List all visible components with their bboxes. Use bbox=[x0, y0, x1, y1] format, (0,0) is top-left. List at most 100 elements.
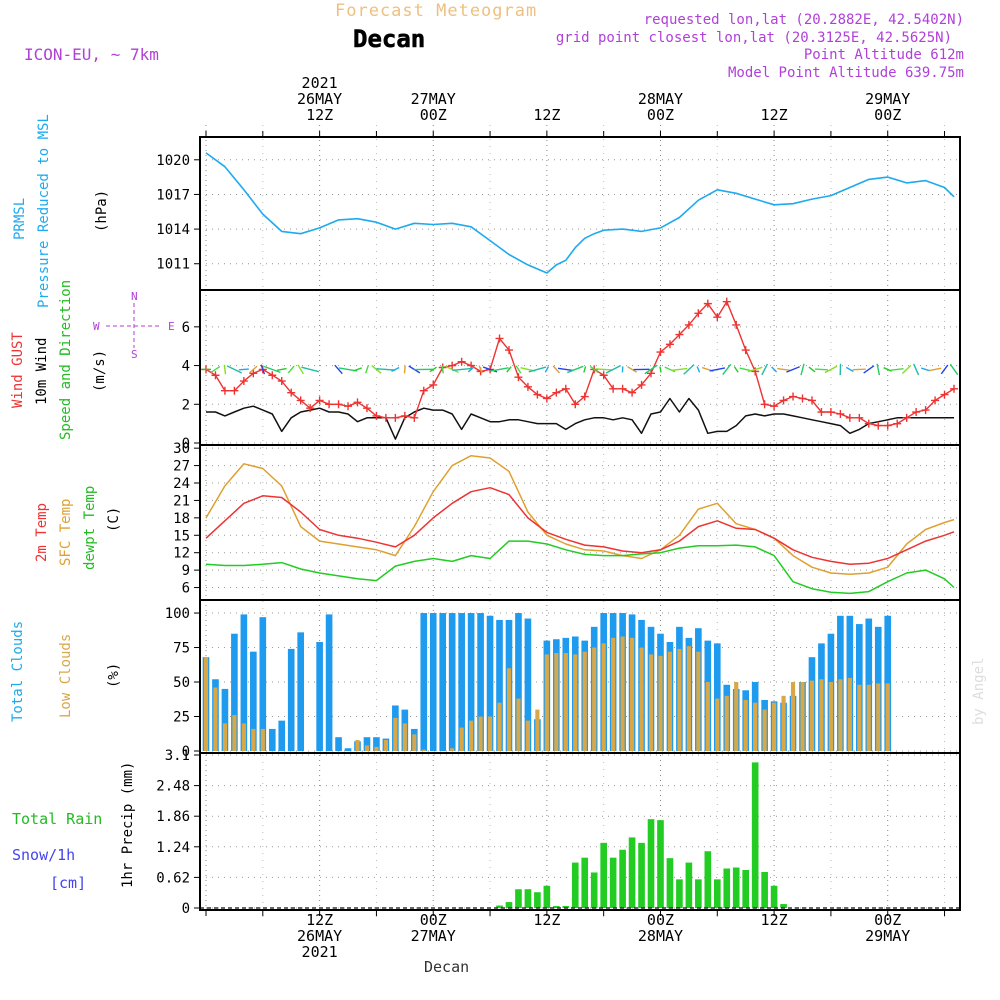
wind-panel-labels: Wind GUST 10m Wind Speed and Direction (… bbox=[10, 280, 175, 440]
wind-direction-arrow bbox=[920, 367, 931, 372]
low-clouds-bar bbox=[421, 749, 426, 751]
low-clouds-bar bbox=[724, 695, 729, 751]
gust-marker bbox=[495, 334, 504, 343]
low-clouds-bar bbox=[592, 647, 597, 751]
low-clouds-bar bbox=[705, 682, 710, 751]
precip-label-rain: Total Rain bbox=[12, 810, 102, 828]
gust-marker bbox=[306, 404, 315, 413]
wind-unit: (m/s) bbox=[92, 350, 108, 392]
wind-direction-arrow bbox=[490, 367, 509, 372]
y-tick-label: 4 bbox=[182, 359, 190, 375]
rain-bar bbox=[751, 762, 759, 908]
gust-marker bbox=[770, 402, 779, 411]
wind-direction-arrow bbox=[376, 368, 396, 371]
gust-marker bbox=[239, 377, 248, 386]
rain-bar bbox=[780, 904, 787, 908]
top-time-label: 00Z bbox=[647, 106, 674, 124]
rain-bar bbox=[505, 902, 513, 908]
gust-marker bbox=[211, 371, 220, 380]
low-clouds-bar bbox=[573, 654, 578, 751]
total-clouds-bar bbox=[448, 613, 456, 751]
gust-marker bbox=[448, 361, 457, 370]
gust-marker bbox=[523, 382, 532, 391]
wind-direction-arrow bbox=[403, 365, 406, 374]
rain-bar bbox=[647, 819, 655, 908]
rain-bar bbox=[590, 872, 598, 908]
wind-direction-arrow bbox=[814, 368, 828, 371]
gust-marker bbox=[751, 367, 760, 376]
gust-marker bbox=[429, 380, 438, 389]
wind-direction-arrow bbox=[777, 367, 790, 372]
clouds-panel-labels: Total Clouds Low Clouds (%) bbox=[10, 621, 122, 722]
pressure-label-msl: Pressure Reduced to MSL bbox=[36, 114, 52, 308]
temp-label-sfc: SFC Temp bbox=[58, 499, 74, 566]
low-clouds-bar bbox=[383, 739, 388, 751]
total-clouds-bar bbox=[420, 613, 428, 751]
low-clouds-bar bbox=[601, 643, 606, 751]
y-tick-label: 2.48 bbox=[156, 779, 190, 795]
wind-direction-arrow bbox=[478, 365, 483, 374]
gust-marker bbox=[628, 388, 637, 397]
wind-direction-arrow bbox=[334, 364, 343, 375]
wind-direction-arrow bbox=[949, 363, 959, 376]
wind-direction-arrow bbox=[605, 365, 621, 374]
low-clouds-bar bbox=[393, 717, 398, 751]
wind-direction-arrow bbox=[876, 363, 881, 376]
top-time-label: 00Z bbox=[874, 106, 901, 124]
wind-direction-arrow bbox=[786, 366, 800, 373]
low-clouds-bar bbox=[828, 682, 833, 751]
gust-marker bbox=[836, 409, 845, 418]
wind-direction-arrow bbox=[260, 364, 266, 375]
low-clouds-bar bbox=[535, 709, 540, 751]
low-clouds-bar bbox=[487, 716, 493, 751]
footer-label: Decan bbox=[424, 958, 469, 976]
wind-direction-arrow bbox=[671, 367, 688, 371]
top-time-label: 27MAY bbox=[411, 90, 456, 108]
gust-marker bbox=[419, 386, 428, 395]
y-tick-label: 30 bbox=[173, 441, 190, 457]
y-tick-label: 0 bbox=[182, 436, 190, 452]
gust-marker bbox=[504, 346, 513, 355]
gust-marker bbox=[817, 408, 826, 417]
rain-bar bbox=[657, 820, 664, 908]
rain-bar bbox=[571, 862, 579, 908]
total-clouds-bar bbox=[486, 615, 494, 751]
wind-direction-arrow bbox=[940, 364, 949, 375]
gust-marker bbox=[362, 404, 371, 413]
gust-marker bbox=[722, 297, 731, 306]
gust-marker bbox=[647, 369, 656, 378]
gust-marker bbox=[268, 371, 277, 380]
low-clouds-bar bbox=[251, 728, 256, 751]
wind-direction-arrow bbox=[263, 365, 281, 374]
gust-marker bbox=[277, 377, 286, 386]
total-clouds-bar bbox=[713, 643, 721, 751]
gust-marker bbox=[931, 396, 940, 405]
wind-direction-arrow bbox=[297, 364, 305, 375]
y-tick-label: 18 bbox=[173, 511, 190, 527]
gust-marker bbox=[457, 357, 466, 366]
y-tick-label: 75 bbox=[173, 641, 190, 657]
wind-direction-arrow bbox=[515, 365, 522, 374]
gust-marker bbox=[732, 320, 741, 329]
wind-direction-arrow bbox=[863, 365, 875, 374]
total-clouds-bar bbox=[524, 618, 532, 751]
rain-bar bbox=[638, 842, 645, 908]
info-line-1: requested lon,lat (20.2882E, 42.5402N) bbox=[644, 12, 964, 28]
top-time-label: 12Z bbox=[533, 106, 560, 124]
rain-bar bbox=[581, 857, 589, 908]
precip-panel-labels: Total Rain Snow/1h [cm] 1hr Precip (mm) bbox=[12, 762, 136, 892]
low-clouds-bar bbox=[847, 677, 852, 751]
rain-bar bbox=[770, 885, 778, 908]
compass-east: E bbox=[168, 320, 175, 333]
rain-bar bbox=[543, 885, 551, 908]
low-clouds-bar bbox=[364, 745, 370, 751]
gust-marker bbox=[571, 400, 580, 409]
wind-direction-arrow bbox=[883, 367, 893, 372]
y-tick-label: 9 bbox=[182, 563, 190, 579]
low-clouds-bar bbox=[374, 746, 379, 751]
rain-bar bbox=[515, 889, 522, 908]
bottom-time-label: 26MAY bbox=[297, 927, 342, 945]
pressure-label-prmsl: PRMSL bbox=[12, 198, 28, 240]
top-time-label: 00Z bbox=[420, 106, 447, 124]
gust-marker bbox=[391, 413, 400, 422]
